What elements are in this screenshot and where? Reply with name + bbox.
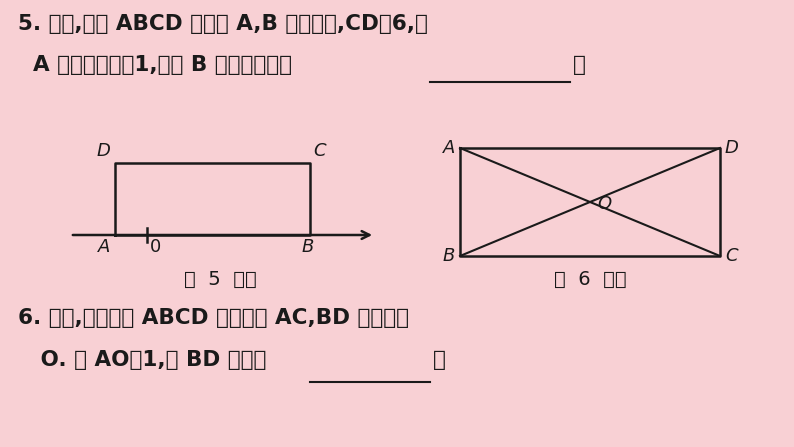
Text: 第  6  题图: 第 6 题图 [553,270,626,289]
Text: A 对应的数为－1,则点 B 所对应的数为: A 对应的数为－1,则点 B 所对应的数为 [18,55,292,75]
Text: C: C [313,142,326,160]
Text: B: B [442,247,455,265]
Text: A: A [98,238,110,256]
Text: 第  5  题图: 第 5 题图 [183,270,256,289]
Text: C: C [725,247,738,265]
Text: D: D [725,139,739,157]
Text: ．: ． [573,55,586,75]
Text: O: O [597,195,611,213]
Text: A: A [442,139,455,157]
Text: ．: ． [433,350,446,370]
Text: O. 若 AO＝1,则 BD 的长为: O. 若 AO＝1,则 BD 的长为 [18,350,266,370]
Text: 6. 如图,已知矩形 ABCD 的对角线 AC,BD 相交于点: 6. 如图,已知矩形 ABCD 的对角线 AC,BD 相交于点 [18,308,409,328]
Text: 0: 0 [150,238,161,256]
Text: B: B [302,238,314,256]
Text: 5. 如图,矩形 ABCD 的顶点 A,B 在数轴上,CD＝6,点: 5. 如图,矩形 ABCD 的顶点 A,B 在数轴上,CD＝6,点 [18,14,428,34]
Text: D: D [96,142,110,160]
